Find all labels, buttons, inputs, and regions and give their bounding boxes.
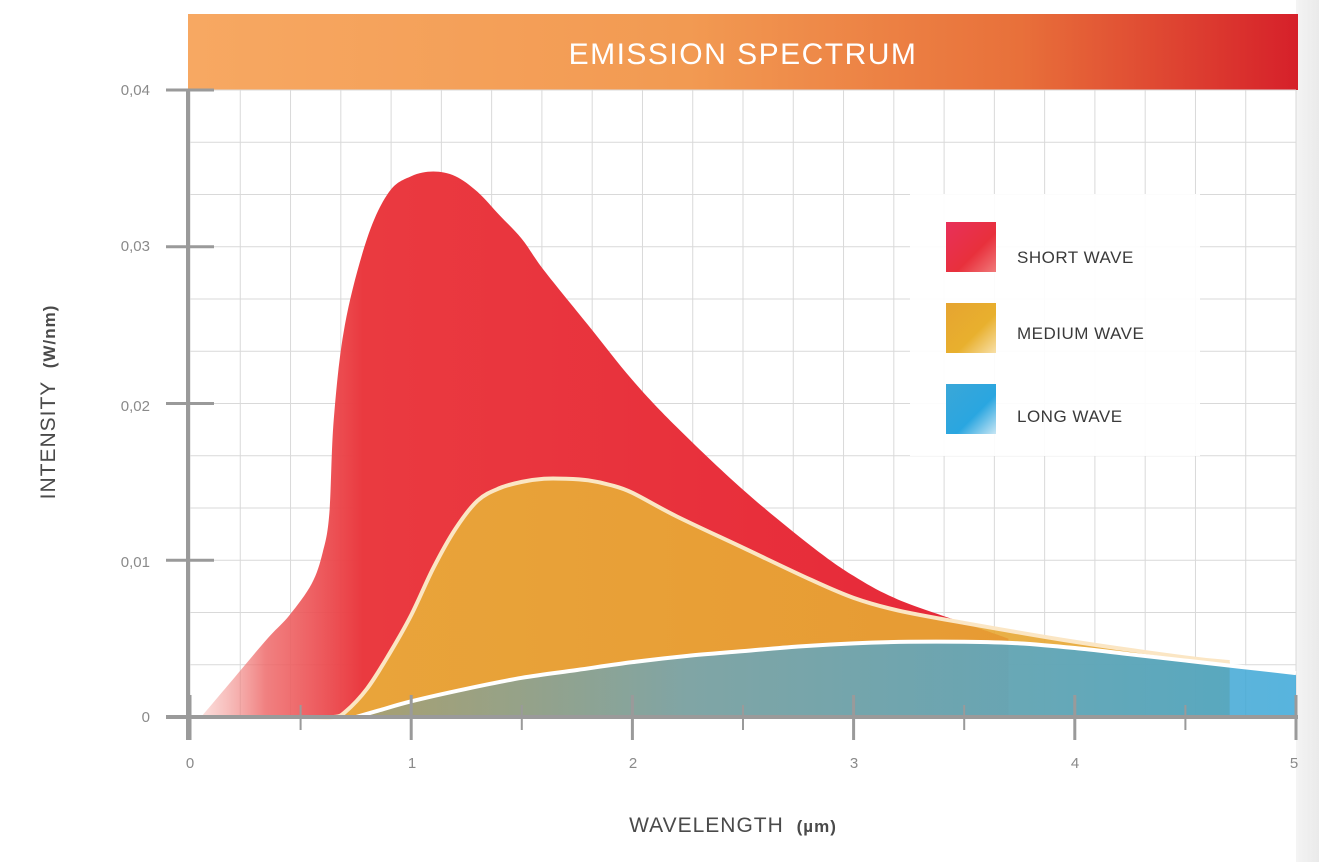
y-tick-label: 0,04 [121, 82, 150, 99]
legend-swatch-short-wave [946, 222, 996, 272]
legend-label-short-wave: SHORT WAVE [1017, 248, 1134, 267]
x-tick-label: 5 [1290, 755, 1298, 772]
legend-swatch-long-wave [946, 384, 996, 434]
y-axis-label-unit: (W/nm) [40, 305, 59, 369]
legend-swatch-medium-wave [946, 303, 996, 353]
series-line-medium-wave [311, 476, 1230, 720]
right-edge-shade [1296, 0, 1319, 862]
x-axis-label-unit: (µm) [797, 817, 837, 836]
x-tick-label: 1 [408, 755, 416, 772]
chart-title: EMISSION SPECTRUM [569, 38, 918, 71]
axis-ticks [166, 88, 1298, 740]
y-axis-label: INTENSITY (W/nm) [37, 305, 60, 500]
x-tick-label: 3 [850, 755, 858, 772]
x-axis-label-text: WAVELENGTH [629, 814, 784, 837]
series-line-long-wave [355, 639, 1297, 719]
x-tick-label: 0 [186, 755, 194, 772]
y-tick-label: 0 [142, 709, 150, 726]
x-axis-label: WAVELENGTH (µm) [629, 814, 837, 837]
x-tick-label: 4 [1071, 755, 1079, 772]
y-tick-label: 0,02 [121, 398, 150, 415]
y-axis-label-text: INTENSITY [37, 381, 60, 499]
series-area-long-wave [355, 641, 1296, 717]
y-tick-label: 0,03 [121, 238, 150, 255]
x-tick-label: 2 [629, 755, 637, 772]
title-banner [188, 14, 1298, 90]
legend-label-medium-wave: MEDIUM WAVE [1017, 324, 1144, 343]
y-tick-label: 0,01 [121, 554, 150, 571]
legend-label-long-wave: LONG WAVE [1017, 407, 1123, 426]
legend: SHORT WAVE MEDIUM WAVE LONG WAVE [910, 194, 1200, 456]
